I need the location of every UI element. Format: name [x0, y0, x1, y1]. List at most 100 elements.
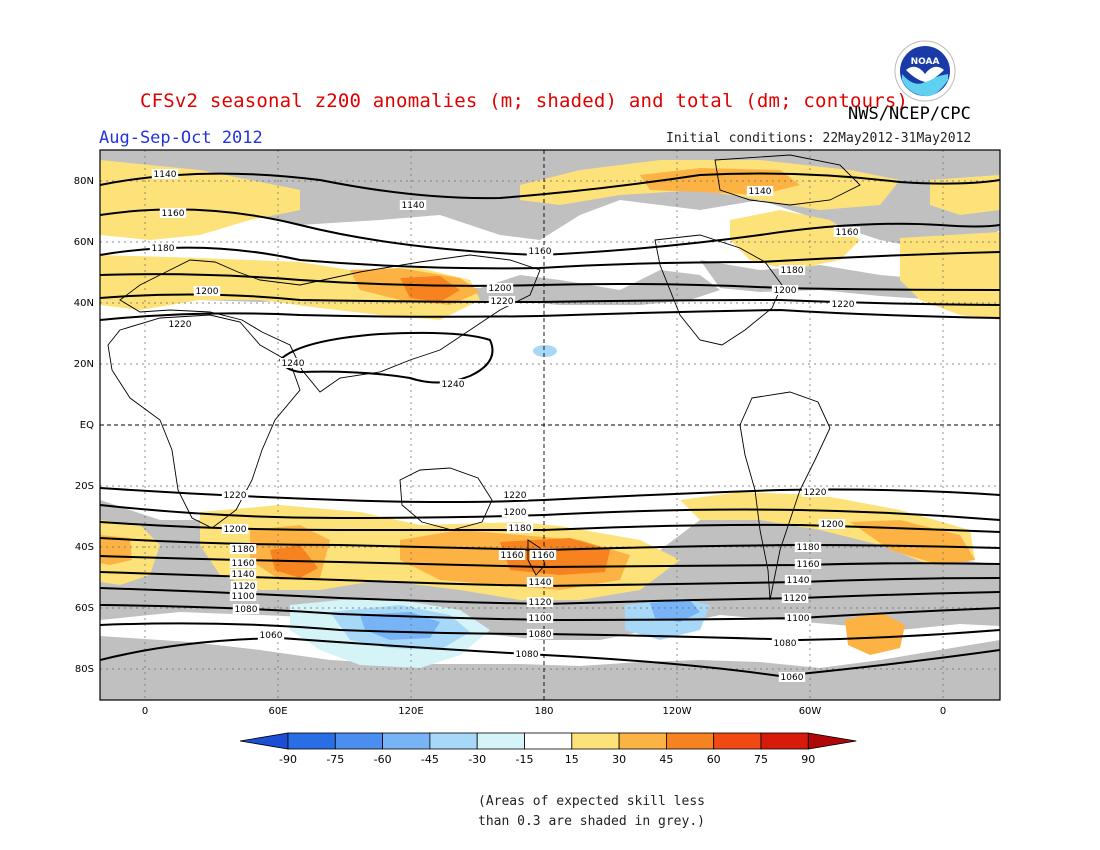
- svg-text:1140: 1140: [787, 576, 810, 586]
- contour-label: 1120: [230, 581, 258, 592]
- contour-label: 1200: [221, 524, 249, 535]
- svg-text:1200: 1200: [774, 286, 797, 296]
- colorbar-arrow-high: [807, 732, 857, 750]
- svg-text:1220: 1220: [504, 491, 527, 501]
- svg-text:1220: 1220: [169, 320, 192, 330]
- colorbar-segment: [476, 732, 525, 750]
- colorbar-segment: [429, 732, 478, 750]
- lat-label: EQ: [80, 420, 94, 431]
- colorbar-label: -30: [468, 753, 486, 766]
- contour-label: 1080: [232, 604, 260, 615]
- contour-label: 1080: [513, 649, 541, 660]
- svg-text:1100: 1100: [232, 592, 255, 602]
- svg-text:1140: 1140: [749, 187, 772, 197]
- lat-label: 40S: [75, 542, 94, 553]
- lon-axis: 0 60E 120E 180 120W 60W 0: [142, 706, 946, 717]
- contour-label: 1080: [526, 629, 554, 640]
- lat-label: 20N: [74, 359, 94, 370]
- lat-label: 60N: [74, 237, 94, 248]
- contour-label: 1220: [501, 490, 529, 501]
- svg-text:1160: 1160: [532, 551, 555, 561]
- lon-label: 180: [534, 706, 553, 717]
- svg-text:1180: 1180: [152, 244, 175, 254]
- svg-text:1160: 1160: [797, 560, 820, 570]
- svg-text:1140: 1140: [232, 570, 255, 580]
- svg-text:1140: 1140: [529, 578, 552, 588]
- contour-label: 1200: [193, 286, 221, 297]
- svg-text:1200: 1200: [489, 284, 512, 294]
- contour-label: 1200: [818, 519, 846, 530]
- contour-label: 1160: [794, 559, 822, 570]
- contour-label: 1160: [498, 550, 526, 561]
- svg-text:1120: 1120: [233, 582, 256, 592]
- contour-label: 1160: [833, 227, 861, 238]
- contour-label: 1180: [229, 544, 257, 555]
- svg-text:1160: 1160: [162, 209, 185, 219]
- lat-label: 60S: [75, 603, 94, 614]
- contour-label: 1220: [801, 487, 829, 498]
- svg-text:1140: 1140: [154, 170, 177, 180]
- agency-label: NWS/NCEP/CPC: [848, 104, 971, 124]
- contour-label: 1060: [257, 630, 285, 641]
- colorbar-label: -45: [421, 753, 439, 766]
- lon-label: 60W: [799, 706, 822, 717]
- svg-text:1180: 1180: [509, 524, 532, 534]
- lat-label: 20S: [75, 481, 94, 492]
- contour-label: 1140: [399, 200, 427, 211]
- colorbar-label: -15: [516, 753, 534, 766]
- colorbar-label: 60: [707, 753, 721, 766]
- colorbar-label: -90: [279, 753, 297, 766]
- colorbar-segment: [666, 732, 715, 750]
- contour-label: 1180: [794, 542, 822, 553]
- svg-text:1100: 1100: [529, 614, 552, 624]
- svg-text:1240: 1240: [442, 380, 465, 390]
- svg-text:1080: 1080: [235, 605, 258, 615]
- svg-text:1160: 1160: [232, 559, 255, 569]
- svg-text:1140: 1140: [402, 201, 425, 211]
- contour-label: 1160: [159, 208, 187, 219]
- colorbar-label: -60: [374, 753, 392, 766]
- contour-label: 1220: [166, 319, 194, 330]
- svg-text:1080: 1080: [516, 650, 539, 660]
- contour-label: 1220: [829, 299, 857, 310]
- contour-label: 1160: [526, 246, 554, 257]
- colorbar-label: 30: [612, 753, 626, 766]
- lon-label: 60E: [268, 706, 287, 717]
- noaa-logo-icon: NOAA: [894, 40, 956, 102]
- svg-text:1220: 1220: [832, 300, 855, 310]
- colorbar-label: 45: [659, 753, 673, 766]
- svg-text:NOAA: NOAA: [911, 57, 940, 67]
- svg-text:1160: 1160: [836, 228, 859, 238]
- colorbar-segment: [334, 732, 383, 750]
- svg-text:1240: 1240: [282, 359, 305, 369]
- lat-label: 80S: [75, 664, 94, 675]
- colorbar-segment: [524, 732, 573, 750]
- colorbar-label: 15: [565, 753, 579, 766]
- svg-text:1060: 1060: [781, 673, 804, 683]
- contour-label: 1140: [746, 186, 774, 197]
- lat-label: 80N: [74, 176, 94, 187]
- lon-label: 0: [940, 706, 946, 717]
- chart-title: CFSv2 seasonal z200 anomalies (m; shaded…: [140, 90, 909, 112]
- contour-label: 1180: [506, 523, 534, 534]
- skill-footnote: (Areas of expected skill less than 0.3 a…: [478, 792, 705, 832]
- lon-label: 120E: [398, 706, 423, 717]
- svg-text:1220: 1220: [491, 297, 514, 307]
- contour-label: 1140: [526, 577, 554, 588]
- contour-label: 1160: [529, 550, 557, 561]
- contour-label: 1100: [229, 591, 257, 602]
- contour-label: 1180: [149, 243, 177, 254]
- initial-conditions: Initial conditions: 22May2012-31May2012: [666, 131, 972, 146]
- contour-label: 1180: [778, 265, 806, 276]
- svg-text:1220: 1220: [224, 491, 247, 501]
- svg-text:1100: 1100: [787, 614, 810, 624]
- footnote-line: (Areas of expected skill less: [478, 794, 705, 809]
- colorbar-label: 75: [754, 753, 768, 766]
- map-frame: [99, 149, 1001, 701]
- lat-label: 40N: [74, 298, 94, 309]
- season-label: Aug-Sep-Oct 2012: [99, 128, 263, 148]
- colorbar-label: -75: [326, 753, 344, 766]
- lon-label: 120W: [663, 706, 692, 717]
- contour-label: 1100: [784, 613, 812, 624]
